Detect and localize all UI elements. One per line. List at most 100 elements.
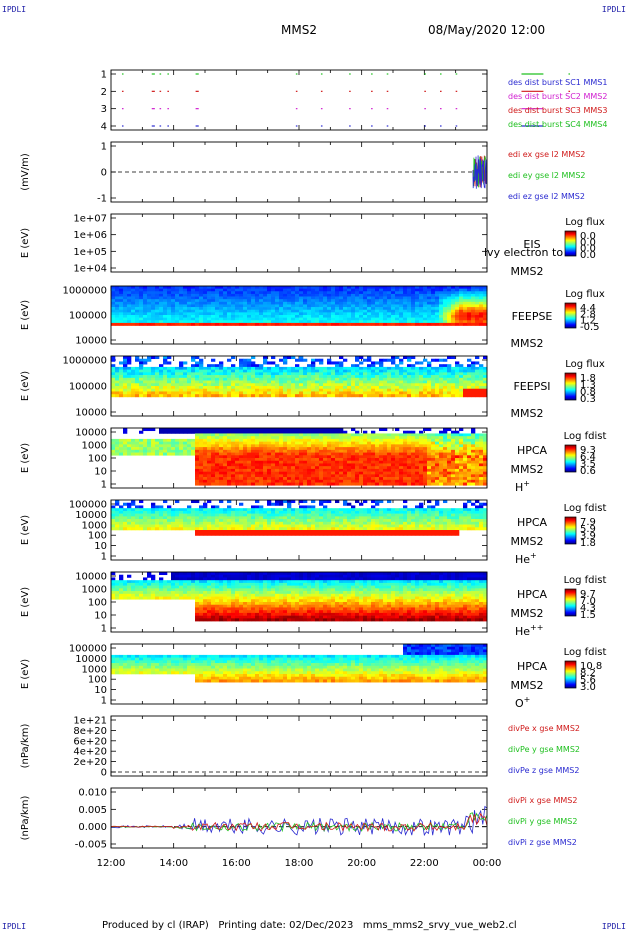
spectrogram-cell <box>251 433 256 437</box>
spectrogram-cell <box>419 388 424 392</box>
spectrogram-cell <box>127 438 132 442</box>
spectrogram-cell <box>379 309 384 313</box>
spectrogram-cell <box>143 304 148 308</box>
spectrogram-cell <box>459 299 464 303</box>
spectrogram-cell <box>371 441 376 445</box>
spectrogram-cell <box>315 436 320 440</box>
spectrogram-cell <box>183 286 188 289</box>
spectrogram-cell <box>183 444 188 448</box>
spectrogram-cell <box>327 361 332 365</box>
spectrogram-cell <box>407 474 412 478</box>
spectrogram-cell <box>455 391 460 395</box>
spectrogram-cell <box>251 474 256 478</box>
spectrogram-cell <box>267 388 272 392</box>
spectrogram-cell <box>183 438 188 442</box>
spectrogram-cell <box>351 296 356 300</box>
spectrogram-cell <box>407 388 412 392</box>
spectrogram-cell <box>427 388 432 392</box>
spectrogram-cell <box>439 449 444 453</box>
spectrogram-cell <box>207 309 212 313</box>
spectrogram-cell <box>231 444 236 448</box>
spectrogram-cell <box>431 463 436 467</box>
spectrogram-cell <box>451 479 456 483</box>
spectrogram-cell <box>211 430 216 434</box>
spectrogram-cell <box>203 441 208 445</box>
spectrogram-cell <box>287 444 292 448</box>
spectrogram-cell <box>427 322 432 326</box>
spectrogram-cell <box>207 391 212 395</box>
spectrogram-cell <box>379 436 384 440</box>
spectrogram-cell <box>483 286 488 289</box>
spectrogram-cell <box>471 386 476 390</box>
spectrogram-cell <box>195 471 200 475</box>
spectrogram-cell <box>255 366 260 370</box>
spectrogram-cell <box>115 380 120 384</box>
spectrogram-cell <box>123 312 128 316</box>
spectrogram-cell <box>123 386 128 390</box>
spectrogram-cell <box>147 356 152 360</box>
spectrogram-cell <box>371 369 376 373</box>
spectrogram-cell <box>375 458 380 462</box>
spectrogram-cell <box>295 293 300 297</box>
spectrogram-cell <box>159 527 164 531</box>
spectrogram-cell <box>207 307 212 311</box>
spectrogram-cell <box>195 366 200 370</box>
spectrogram-cell <box>111 505 116 509</box>
spectrogram-cell <box>223 527 228 531</box>
spectrogram-cell <box>455 433 460 437</box>
spectrogram-cell <box>231 516 236 520</box>
spectrogram-cell <box>235 471 240 475</box>
spectrogram-cell <box>179 527 184 531</box>
spectrogram-cell <box>387 474 392 478</box>
spectrogram-cell <box>431 482 436 486</box>
spectrogram-cell <box>447 288 452 292</box>
spectrogram-cell <box>235 479 240 483</box>
spectrogram-cell <box>223 444 228 448</box>
spectrogram-cell <box>271 455 276 459</box>
spectrogram-cell <box>135 505 140 509</box>
spectrogram-cell <box>383 391 388 395</box>
spectrogram-cell <box>379 452 384 456</box>
spectrogram-cell <box>187 304 192 308</box>
spectrogram-cell <box>399 375 404 379</box>
spectrogram-cell <box>223 521 228 525</box>
spectrogram-cell <box>311 466 316 470</box>
spectrogram-cell <box>387 317 392 321</box>
spectrogram-cell <box>231 375 236 379</box>
spectrogram-cell <box>155 369 160 373</box>
spectrogram-cell <box>239 521 244 525</box>
spectrogram-cell <box>155 452 160 456</box>
spectrogram-cell <box>255 315 260 318</box>
spectrogram-cell <box>211 372 216 376</box>
spectrogram-cell <box>243 436 248 440</box>
spectrogram-cell <box>123 452 128 456</box>
spectrogram-cell <box>275 449 280 453</box>
spectrogram-cell <box>435 299 440 303</box>
spectrogram-cell <box>131 519 136 523</box>
spectrogram-cell <box>475 468 480 472</box>
spectrogram-cell <box>431 296 436 300</box>
spectrogram-cell <box>111 388 116 392</box>
spectrogram-cell <box>283 320 288 324</box>
spectrogram-cell <box>447 447 452 451</box>
spectrogram-cell <box>315 441 320 445</box>
spectrogram-cell <box>411 479 416 483</box>
spectrogram-cell <box>327 369 332 373</box>
spectrogram-cell <box>475 315 480 318</box>
spectrogram-cell <box>359 436 364 440</box>
spectrogram-cell <box>303 288 308 292</box>
spectrogram-cell <box>471 474 476 478</box>
spectrogram-cell <box>299 430 304 434</box>
spectrogram-cell <box>235 524 240 528</box>
spectrogram-cell <box>419 317 424 321</box>
spectrogram-cell <box>395 366 400 370</box>
spectrogram-cell <box>443 482 448 486</box>
spectrogram-cell <box>351 364 356 368</box>
spectrogram-cell <box>407 380 412 384</box>
spectrogram-cell <box>471 299 476 303</box>
spectrogram-cell <box>463 449 468 453</box>
spectrogram-cell <box>243 463 248 467</box>
spectrogram-cell <box>383 452 388 456</box>
spectrogram-cell <box>471 322 476 326</box>
spectrogram-cell <box>323 322 328 326</box>
